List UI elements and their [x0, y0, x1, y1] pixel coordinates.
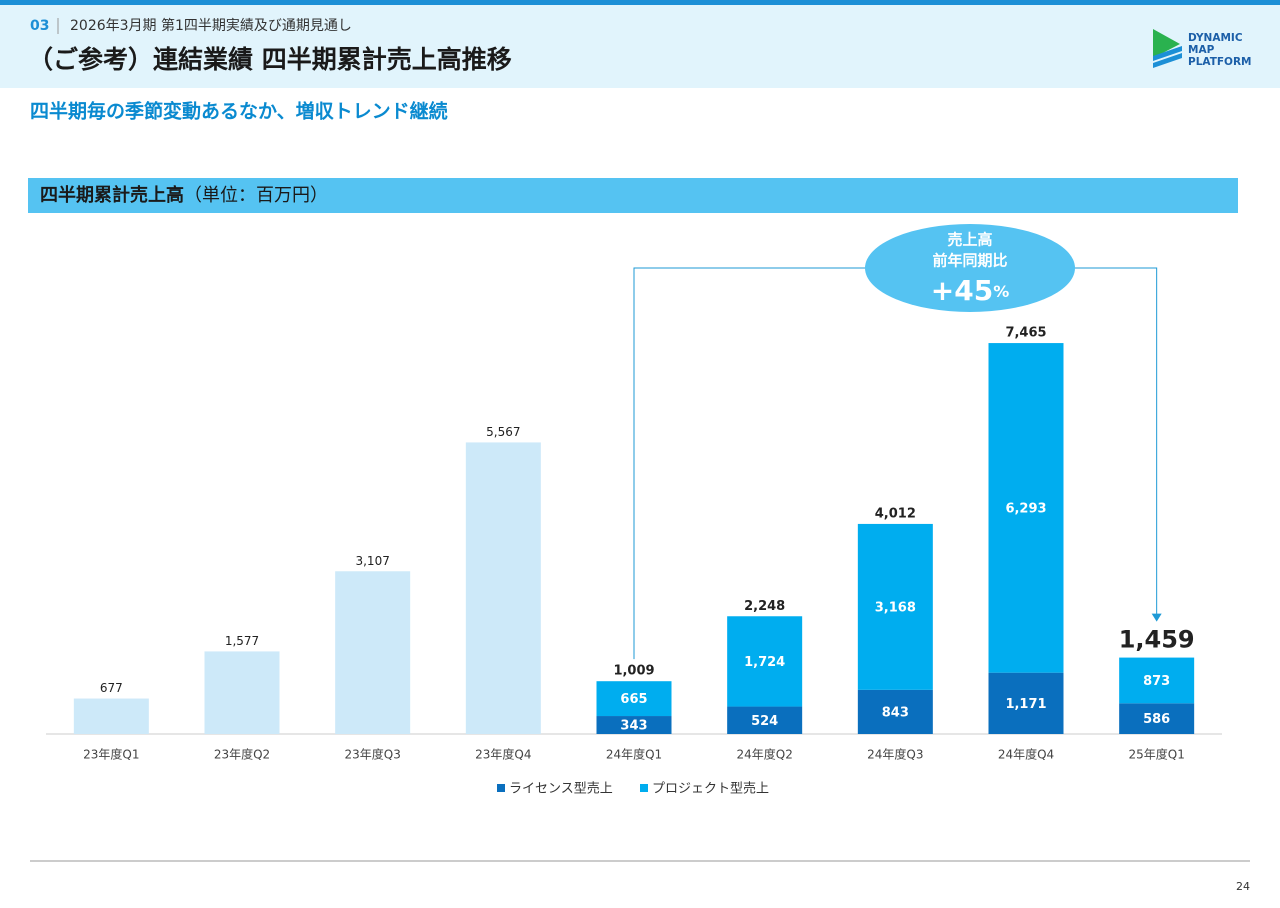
panel-title: 四半期累計売上高（単位：百万円） [40, 184, 328, 206]
annotation-change-unit: % [993, 282, 1009, 301]
legend-swatch [640, 784, 648, 792]
segment-label: 1,171 [1005, 697, 1046, 712]
total-label: 4,012 [875, 506, 916, 521]
total-label: 1,577 [225, 634, 259, 648]
annotation-text: 売上高 [947, 231, 992, 249]
logo-mark [1153, 29, 1180, 58]
header-title: （ご参考）連結業績 四半期累計売上高推移 [28, 45, 512, 74]
x-tick-label: 25年度Q1 [1128, 747, 1184, 762]
total-label: 5,567 [486, 425, 520, 439]
legend-swatch [497, 784, 505, 792]
logo-text: PLATFORM [1188, 56, 1252, 68]
annotation-change-value: +45 [931, 274, 993, 307]
top-stripe [0, 0, 1280, 5]
annotation-text: 前年同期比 [932, 252, 1007, 270]
x-tick-label: 23年度Q3 [344, 747, 400, 762]
segment-label: 873 [1143, 674, 1170, 689]
x-tick-label: 24年度Q2 [736, 747, 792, 762]
bar [335, 571, 411, 734]
segment-label: 343 [620, 719, 647, 734]
legend: ライセンス型売上 プロジェクト型売上 [497, 781, 769, 797]
logo-text: MAP [1188, 44, 1215, 56]
bar-segment [727, 706, 803, 734]
bar [204, 651, 280, 734]
total-label: 677 [100, 681, 123, 695]
segment-label: 3,168 [875, 600, 916, 615]
panel-bar [28, 178, 1238, 213]
x-tick-label: 24年度Q3 [867, 747, 923, 762]
bar-segment [596, 681, 672, 717]
segment-label: 843 [882, 705, 909, 720]
logo-mark [1153, 46, 1182, 61]
x-tick-label: 23年度Q4 [475, 747, 531, 762]
page-number: 24 [1236, 880, 1250, 893]
total-label: 1,459 [1119, 626, 1195, 654]
logo-mark [1153, 53, 1182, 68]
x-tick-label: 23年度Q2 [214, 747, 270, 762]
annotation-change: +45% [931, 274, 1009, 307]
bar-segment [727, 616, 803, 707]
segment-label: 524 [751, 714, 778, 729]
segment-label: 1,724 [744, 655, 785, 670]
bar-segment [1119, 657, 1195, 704]
panel-title-main: 四半期累計売上高 [40, 184, 184, 206]
bar-segment [988, 672, 1064, 734]
total-label: 1,009 [613, 664, 654, 679]
logo: DYNAMIC MAP PLATFORM [1153, 29, 1252, 68]
bar [465, 442, 541, 734]
logo-text: DYNAMIC [1188, 32, 1243, 44]
section-number: 03 [30, 18, 49, 34]
segment-label: 6,293 [1005, 501, 1046, 516]
annotation-bubble [865, 224, 1075, 312]
x-tick-label: 24年度Q4 [998, 747, 1054, 762]
header-bg [0, 0, 1280, 88]
bar-segment [1119, 703, 1195, 734]
bar-segment [857, 689, 933, 734]
total-label: 3,107 [355, 554, 389, 568]
segment-label: 586 [1143, 712, 1170, 727]
header-subtitle: 2026年3月期 第1四半期実績及び通期見通し [70, 17, 352, 34]
x-tick-label: 23年度Q1 [83, 747, 139, 762]
bar-segment [596, 716, 672, 734]
total-label: 7,465 [1005, 326, 1046, 341]
legend-label: プロジェクト型売上 [652, 781, 769, 797]
bar-segment [857, 523, 933, 690]
bar [73, 698, 149, 734]
panel-unit: （単位：百万円） [184, 185, 328, 206]
x-tick-label: 24年度Q1 [606, 747, 662, 762]
annotation-arrow [1151, 613, 1162, 622]
segment-label: 665 [620, 692, 647, 707]
bar-segment [988, 343, 1064, 673]
lead-text: 四半期毎の季節変動あるなか、増収トレンド継続 [30, 100, 448, 123]
total-label: 2,248 [744, 599, 785, 614]
legend-label: ライセンス型売上 [509, 781, 613, 797]
